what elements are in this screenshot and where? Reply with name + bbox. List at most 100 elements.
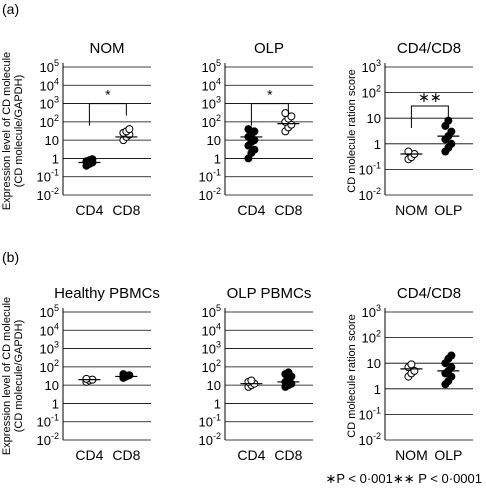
- y-tick-label: 10: [207, 378, 221, 393]
- y-tick-label: 10: [45, 378, 59, 393]
- x-tick-label: NOM: [395, 447, 428, 463]
- tick-exponent: 3: [54, 340, 59, 350]
- x-tick-label: CD8: [274, 202, 302, 218]
- tick-exponent: 3: [216, 340, 221, 350]
- x-tick-label: CD4: [237, 447, 265, 463]
- tick-base: 10: [359, 162, 373, 177]
- tick-base: 10: [40, 60, 54, 75]
- y-tick-label: 1: [214, 396, 221, 411]
- tick-exponent: -1: [373, 160, 381, 170]
- y-tick-label: 10: [207, 133, 221, 148]
- tick-base: 10: [359, 433, 373, 448]
- y-tick-label: 10-2: [37, 186, 59, 203]
- tick-base: 10: [199, 433, 213, 448]
- tick-exponent: 2: [216, 358, 221, 368]
- y-tick-label: 104: [202, 321, 221, 338]
- tick-base: 10: [199, 170, 213, 185]
- tick-exponent: 2: [216, 113, 221, 123]
- tick-base: 10: [359, 407, 373, 422]
- y-axis-label: Expression level of CD molecule: [1, 297, 13, 455]
- tick-base: 10: [37, 188, 51, 203]
- y-tick-label: 103: [40, 340, 59, 357]
- y-tick-label: 102: [202, 113, 221, 130]
- tick-base: 10: [202, 360, 216, 375]
- y-tick-label: 105: [202, 303, 221, 320]
- tick-base: 10: [40, 115, 54, 130]
- panel-label: (a): [2, 1, 19, 17]
- tick-base: 10: [362, 305, 376, 320]
- tick-base: 10: [40, 97, 54, 112]
- tick-base: 10: [202, 97, 216, 112]
- y-tick-label: 102: [362, 329, 381, 346]
- data-point: [125, 125, 134, 134]
- tick-exponent: 3: [216, 95, 221, 105]
- tick-exponent: 2: [54, 113, 59, 123]
- y-tick-label: 102: [40, 113, 59, 130]
- tick-exponent: 5: [216, 303, 221, 313]
- tick-exponent: -2: [373, 431, 381, 441]
- tick-base: 10: [202, 305, 216, 320]
- chart-title: OLP PBMCs: [227, 285, 312, 302]
- chart-title: CD4/CD8: [397, 285, 461, 302]
- y-tick-label: 10-2: [199, 431, 221, 448]
- tick-exponent: -1: [51, 413, 59, 423]
- y-axis-label: CD molecule ration score: [346, 314, 358, 438]
- data-point: [247, 376, 256, 385]
- tick-base: 10: [37, 433, 51, 448]
- tick-exponent: 4: [54, 76, 59, 86]
- tick-base: 10: [40, 78, 54, 93]
- y-tick-label: 10: [367, 111, 381, 126]
- tick-exponent: 3: [376, 58, 381, 68]
- y-tick-label: 10-2: [359, 431, 381, 448]
- y-tick-label: 103: [362, 58, 381, 75]
- tick-exponent: 4: [216, 76, 221, 86]
- y-tick-label: 105: [40, 303, 59, 320]
- y-tick-label: 10-1: [37, 168, 59, 185]
- y-tick-label: 104: [202, 76, 221, 93]
- data-point: [447, 351, 456, 360]
- y-tick-label: 103: [202, 95, 221, 112]
- tick-exponent: -1: [373, 405, 381, 415]
- x-tick-label: CD8: [112, 447, 140, 463]
- x-tick-label: CD4: [75, 202, 103, 218]
- significance-label: *: [105, 87, 111, 103]
- tick-exponent: 5: [54, 303, 59, 313]
- tick-exponent: 4: [54, 321, 59, 331]
- tick-base: 10: [40, 305, 54, 320]
- data-point: [287, 112, 296, 121]
- tick-exponent: 3: [54, 95, 59, 105]
- data-point: [250, 145, 259, 154]
- y-tick-label: 10-2: [199, 186, 221, 203]
- y-axis-label: (CD molecule/GAPDH): [13, 320, 25, 432]
- tick-base: 10: [202, 342, 216, 357]
- y-tick-label: 102: [40, 358, 59, 375]
- tick-exponent: -2: [51, 186, 59, 196]
- y-tick-label: 1: [214, 151, 221, 166]
- significance-label: *: [267, 87, 273, 103]
- tick-base: 10: [202, 60, 216, 75]
- y-tick-label: 105: [202, 58, 221, 75]
- x-tick-label: CD8: [112, 202, 140, 218]
- y-tick-label: 103: [40, 95, 59, 112]
- tick-base: 10: [362, 331, 376, 346]
- tick-base: 10: [202, 115, 216, 130]
- tick-exponent: 2: [376, 329, 381, 339]
- data-point: [407, 360, 416, 369]
- significance-bracket: [88, 103, 127, 126]
- data-point: [281, 109, 290, 118]
- significance-bracket: [250, 103, 289, 126]
- tick-exponent: -1: [51, 168, 59, 178]
- chart-title: NOM: [90, 40, 125, 57]
- tick-exponent: 5: [54, 58, 59, 68]
- tick-exponent: 4: [216, 321, 221, 331]
- y-tick-label: 1: [52, 151, 59, 166]
- panel-label: (b): [2, 249, 19, 265]
- y-tick-label: 103: [202, 340, 221, 357]
- data-point: [284, 368, 293, 377]
- tick-base: 10: [202, 323, 216, 338]
- tick-base: 10: [40, 360, 54, 375]
- tick-base: 10: [37, 415, 51, 430]
- x-tick-label: OLP: [434, 202, 462, 218]
- x-tick-label: NOM: [395, 202, 428, 218]
